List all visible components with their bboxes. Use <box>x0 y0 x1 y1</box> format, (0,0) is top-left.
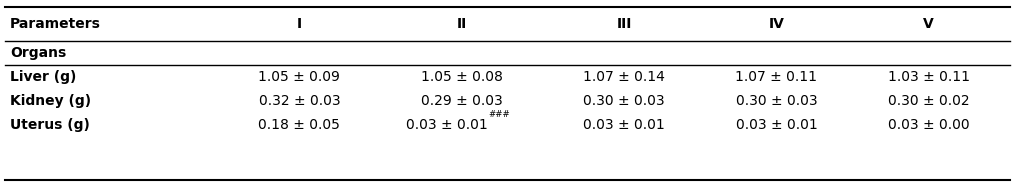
Text: 0.18 ± 0.05: 0.18 ± 0.05 <box>259 118 340 132</box>
Text: 1.05 ± 0.09: 1.05 ± 0.09 <box>259 70 340 84</box>
Text: Kidney (g): Kidney (g) <box>10 94 91 108</box>
Text: 0.03 ± 0.01: 0.03 ± 0.01 <box>736 118 817 132</box>
Text: Parameters: Parameters <box>10 17 102 31</box>
Text: 1.07 ± 0.11: 1.07 ± 0.11 <box>736 70 817 84</box>
Text: 0.30 ± 0.02: 0.30 ± 0.02 <box>888 94 969 108</box>
Text: 0.03 ± 0.01: 0.03 ± 0.01 <box>584 118 665 132</box>
Text: 0.03 ± 0.00: 0.03 ± 0.00 <box>888 118 969 132</box>
Text: 1.05 ± 0.08: 1.05 ± 0.08 <box>421 70 502 84</box>
Text: IV: IV <box>768 17 785 31</box>
Text: 0.32 ± 0.03: 0.32 ± 0.03 <box>259 94 340 108</box>
Text: III: III <box>616 17 632 31</box>
Text: Uterus (g): Uterus (g) <box>10 118 90 132</box>
Text: Liver (g): Liver (g) <box>10 70 76 84</box>
Text: 0.03 ± 0.01: 0.03 ± 0.01 <box>406 118 487 132</box>
Text: ###: ### <box>488 110 511 119</box>
Text: 0.30 ± 0.03: 0.30 ± 0.03 <box>584 94 665 108</box>
Text: 1.07 ± 0.14: 1.07 ± 0.14 <box>584 70 665 84</box>
Text: II: II <box>457 17 467 31</box>
Text: Organs: Organs <box>10 46 66 60</box>
Text: V: V <box>924 17 934 31</box>
Text: 0.29 ± 0.03: 0.29 ± 0.03 <box>421 94 502 108</box>
Text: 1.03 ± 0.11: 1.03 ± 0.11 <box>888 70 969 84</box>
Text: 0.30 ± 0.03: 0.30 ± 0.03 <box>736 94 817 108</box>
Text: I: I <box>296 17 302 31</box>
